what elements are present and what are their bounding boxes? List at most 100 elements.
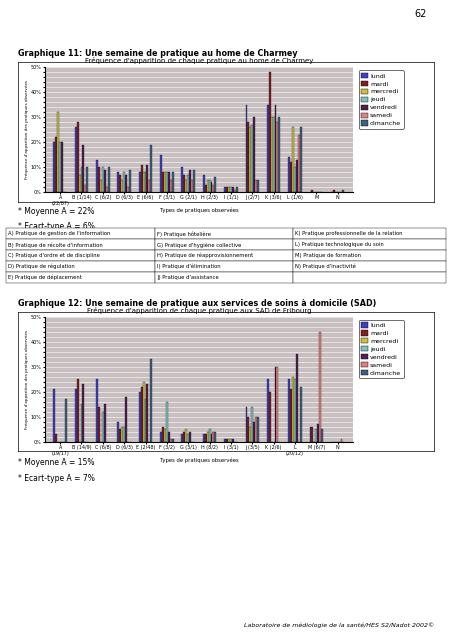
Bar bbox=[104, 170, 106, 192]
Bar bbox=[278, 117, 280, 192]
Bar bbox=[140, 387, 143, 442]
Bar bbox=[227, 187, 230, 192]
Bar bbox=[98, 406, 100, 442]
Bar bbox=[253, 422, 254, 442]
Bar bbox=[138, 392, 140, 442]
Bar bbox=[272, 117, 274, 192]
Bar bbox=[119, 429, 121, 442]
Bar bbox=[311, 189, 313, 192]
Bar bbox=[167, 431, 170, 442]
Bar bbox=[311, 427, 313, 442]
Bar bbox=[193, 170, 194, 192]
Bar bbox=[80, 167, 82, 192]
Bar bbox=[146, 384, 148, 442]
Y-axis label: Fréquence d'apparition des pratiques observées: Fréquence d'apparition des pratiques obs… bbox=[25, 80, 29, 179]
Legend: lundi, mardi, mercredi, jeudi, vendredi, samedi, dimanche: lundi, mardi, mercredi, jeudi, vendredi,… bbox=[358, 70, 403, 129]
Bar bbox=[247, 122, 249, 192]
Title: Fréquence d'apparition de chaque pratique au home de Charmey: Fréquence d'apparition de chaque pratiqu… bbox=[84, 57, 313, 64]
Bar bbox=[185, 179, 187, 192]
Text: Laboratoire de médiologie de la santé/HES S2/Nadot 2002©: Laboratoire de médiologie de la santé/HE… bbox=[243, 623, 433, 628]
Bar bbox=[342, 189, 344, 192]
Bar bbox=[290, 389, 291, 442]
Bar bbox=[55, 434, 57, 442]
Bar bbox=[245, 104, 247, 192]
Bar bbox=[254, 417, 257, 442]
Bar bbox=[270, 117, 272, 192]
X-axis label: Types de pratiques observées: Types de pratiques observées bbox=[159, 457, 238, 463]
Bar bbox=[138, 172, 140, 192]
Bar bbox=[181, 434, 183, 442]
Bar bbox=[204, 434, 206, 442]
Bar bbox=[226, 187, 227, 192]
Bar bbox=[233, 189, 235, 192]
Bar bbox=[299, 387, 301, 442]
Bar bbox=[167, 172, 170, 192]
Bar bbox=[119, 175, 121, 192]
Bar bbox=[171, 172, 173, 192]
Bar bbox=[106, 187, 107, 192]
Bar bbox=[125, 175, 127, 192]
Bar bbox=[78, 175, 80, 192]
Bar bbox=[80, 404, 82, 442]
Text: 62: 62 bbox=[413, 10, 426, 19]
Bar bbox=[247, 417, 249, 442]
Bar bbox=[249, 127, 251, 192]
Bar bbox=[253, 117, 254, 192]
Bar bbox=[257, 179, 258, 192]
Bar bbox=[235, 187, 237, 192]
Bar bbox=[170, 179, 171, 192]
Bar bbox=[187, 434, 189, 442]
Bar bbox=[288, 379, 290, 442]
Bar bbox=[212, 431, 214, 442]
Bar bbox=[162, 172, 164, 192]
Bar bbox=[295, 355, 297, 442]
Bar bbox=[127, 187, 129, 192]
Bar bbox=[318, 332, 320, 442]
X-axis label: Types de pratiques observées: Types de pratiques observées bbox=[159, 207, 238, 213]
Bar bbox=[293, 379, 295, 442]
Bar bbox=[146, 164, 148, 192]
Bar bbox=[202, 434, 204, 442]
Bar bbox=[189, 170, 191, 192]
Bar bbox=[160, 431, 162, 442]
Bar bbox=[101, 412, 104, 442]
Text: * Moyenne A = 22%: * Moyenne A = 22% bbox=[18, 207, 94, 216]
Bar bbox=[150, 359, 152, 442]
Bar bbox=[74, 389, 77, 442]
Bar bbox=[162, 427, 164, 442]
Bar bbox=[150, 145, 152, 192]
Bar bbox=[299, 127, 301, 192]
Bar bbox=[140, 164, 143, 192]
Bar bbox=[65, 399, 67, 442]
Bar bbox=[74, 127, 77, 192]
Bar bbox=[332, 189, 334, 192]
Bar bbox=[61, 142, 63, 192]
Bar bbox=[268, 392, 270, 442]
Bar bbox=[224, 439, 226, 442]
Bar bbox=[231, 187, 233, 192]
Text: Graphique 11: Une semaine de pratique au home de Charmey: Graphique 11: Une semaine de pratique au… bbox=[18, 49, 297, 58]
Bar bbox=[123, 427, 125, 442]
Bar bbox=[57, 112, 59, 192]
Bar bbox=[121, 427, 123, 442]
Bar bbox=[309, 427, 311, 442]
Bar bbox=[160, 154, 162, 192]
Bar bbox=[117, 172, 119, 192]
Bar bbox=[249, 427, 251, 442]
Bar bbox=[189, 431, 191, 442]
Bar bbox=[254, 179, 257, 192]
Bar bbox=[77, 379, 78, 442]
Y-axis label: Fréquence d'apparition des pratiques observées: Fréquence d'apparition des pratiques obs… bbox=[25, 330, 29, 429]
Bar bbox=[183, 431, 185, 442]
Bar bbox=[230, 439, 231, 442]
Bar bbox=[53, 389, 55, 442]
Title: Fréquence d'apparition de chaque pratique aux SAD de Fribourg: Fréquence d'apparition de chaque pratiqu… bbox=[87, 307, 310, 314]
Bar bbox=[121, 179, 123, 192]
Text: * Moyenne A = 15%: * Moyenne A = 15% bbox=[18, 458, 94, 467]
Bar bbox=[251, 406, 253, 442]
Bar bbox=[274, 104, 276, 192]
Bar bbox=[96, 379, 98, 442]
Bar bbox=[290, 162, 291, 192]
Bar bbox=[276, 122, 278, 192]
Bar bbox=[82, 384, 84, 442]
